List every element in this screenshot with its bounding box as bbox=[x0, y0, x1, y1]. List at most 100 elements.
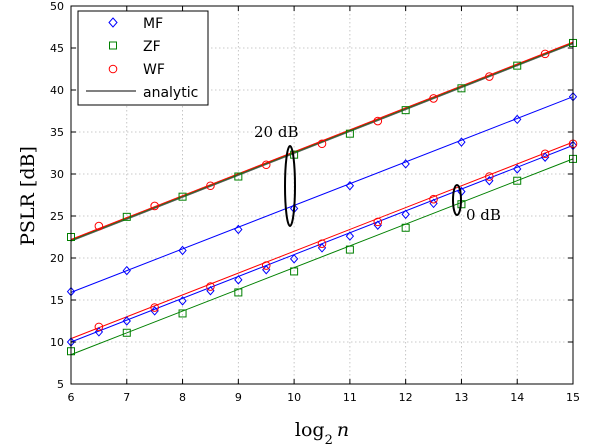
y-tick-label: 50 bbox=[50, 0, 64, 13]
y-tick-label: 25 bbox=[50, 210, 64, 223]
data-point-zf bbox=[234, 288, 243, 297]
analytic-line-zf bbox=[70, 158, 574, 356]
data-point-mf bbox=[513, 114, 522, 125]
data-point-wf bbox=[373, 116, 383, 126]
legend-label-mf: MF bbox=[143, 16, 163, 32]
data-point-mf bbox=[401, 209, 410, 220]
legend-label-analytic: analytic bbox=[143, 85, 198, 101]
x-tick-label: 10 bbox=[287, 391, 301, 404]
x-tick-label: 14 bbox=[510, 391, 524, 404]
x-tick-label: 9 bbox=[235, 391, 242, 404]
data-point-wf bbox=[485, 72, 494, 81]
axis-ticks: 6 7 8 9 10 11 12 13 14 15 5 10 15 20 25 30 35 40 45 50 bbox=[50, 0, 580, 404]
data-point-mf bbox=[122, 265, 131, 276]
data-point-mf bbox=[234, 224, 243, 235]
data-markers bbox=[66, 38, 578, 356]
data-point-mf bbox=[513, 164, 522, 174]
data-point-zf bbox=[178, 192, 187, 201]
data-point-wf bbox=[94, 322, 104, 332]
plot-frame bbox=[70, 5, 574, 385]
data-point-mf bbox=[234, 275, 243, 285]
data-point-mf bbox=[178, 245, 187, 256]
y-tick-label: 35 bbox=[50, 126, 64, 139]
data-point-mf bbox=[150, 306, 159, 316]
data-point-mf bbox=[178, 296, 187, 306]
analytic-line-mf bbox=[70, 96, 574, 293]
data-point-wf bbox=[206, 282, 215, 291]
data-point-mf bbox=[373, 220, 382, 230]
data-point-mf bbox=[345, 181, 355, 191]
data-point-wf bbox=[261, 261, 271, 270]
legend-label-wf: WF bbox=[143, 62, 165, 78]
data-point-mf bbox=[122, 316, 131, 326]
y-tick-label: 5 bbox=[57, 378, 64, 391]
data-point-mf bbox=[401, 159, 410, 169]
data-point-zf bbox=[457, 84, 466, 93]
data-point-mf bbox=[345, 231, 355, 241]
legend-item-zf: ZF bbox=[109, 39, 161, 55]
y-axis-label: PSLR [dB] bbox=[17, 146, 39, 246]
x-tick-label: 6 bbox=[68, 391, 75, 404]
annotation-0db: 0 dB bbox=[466, 206, 501, 224]
data-point-mf bbox=[457, 137, 466, 147]
data-point-wf bbox=[373, 217, 383, 227]
data-point-zf bbox=[401, 223, 410, 232]
y-tick-label: 10 bbox=[50, 336, 64, 349]
data-point-wf bbox=[540, 49, 550, 59]
legend-marker-square-icon bbox=[109, 41, 117, 50]
data-point-wf bbox=[317, 139, 327, 149]
x-axis-label: log2 n bbox=[295, 419, 349, 444]
data-point-wf bbox=[206, 181, 215, 191]
x-tick-label: 13 bbox=[454, 391, 468, 404]
legend-item-analytic: analytic bbox=[86, 85, 198, 101]
data-point-wf bbox=[485, 172, 494, 181]
y-tick-label: 30 bbox=[50, 168, 64, 181]
data-point-mf bbox=[289, 254, 299, 264]
y-tick-label: 45 bbox=[50, 42, 64, 55]
analytic-line-wf bbox=[70, 41, 574, 240]
data-point-zf bbox=[513, 176, 522, 185]
data-point-wf bbox=[429, 94, 438, 103]
x-tick-label: 8 bbox=[179, 391, 186, 404]
analytic-line-zf bbox=[70, 42, 574, 241]
annotation-20db: 20 dB bbox=[254, 123, 298, 141]
x-tick-label: 7 bbox=[123, 391, 130, 404]
data-point-wf bbox=[94, 221, 104, 231]
data-point-wf bbox=[261, 160, 271, 170]
legend: MF ZF WF analytic bbox=[77, 10, 209, 106]
x-tick-label: 12 bbox=[399, 391, 413, 404]
x-tick-label: 15 bbox=[566, 391, 580, 404]
legend-item-wf: WF bbox=[108, 62, 165, 78]
data-point-wf bbox=[540, 149, 550, 159]
legend-box bbox=[77, 10, 209, 106]
group-bracket-20db bbox=[284, 145, 296, 227]
group-bracket-0db bbox=[452, 184, 462, 216]
data-point-zf bbox=[122, 328, 131, 337]
data-point-mf bbox=[540, 152, 550, 162]
legend-item-mf: MF bbox=[108, 16, 163, 32]
x-axis-label-subscript: 2 bbox=[325, 433, 333, 444]
y-tick-label: 15 bbox=[50, 294, 64, 307]
legend-marker-diamond-icon bbox=[108, 17, 118, 28]
data-point-zf bbox=[290, 267, 299, 276]
data-point-zf bbox=[178, 309, 187, 318]
legend-marker-circle-icon bbox=[108, 64, 118, 74]
y-tick-label: 20 bbox=[50, 252, 64, 265]
data-point-zf bbox=[234, 172, 243, 181]
data-point-zf bbox=[345, 245, 354, 254]
legend-label-zf: ZF bbox=[143, 39, 161, 55]
analytic-line-analytic bbox=[70, 43, 574, 242]
data-point-wf bbox=[150, 201, 159, 211]
data-point-mf bbox=[94, 327, 104, 337]
y-tick-label: 40 bbox=[50, 84, 64, 97]
data-point-zf bbox=[122, 212, 131, 221]
data-point-zf bbox=[401, 106, 410, 115]
x-tick-label: 11 bbox=[343, 391, 357, 404]
data-point-wf bbox=[429, 194, 438, 204]
data-point-zf bbox=[513, 61, 522, 70]
data-point-wf bbox=[317, 239, 327, 249]
annotations: 20 dB 0 dB bbox=[254, 123, 501, 227]
data-point-zf bbox=[345, 129, 354, 138]
data-point-wf bbox=[150, 303, 159, 312]
